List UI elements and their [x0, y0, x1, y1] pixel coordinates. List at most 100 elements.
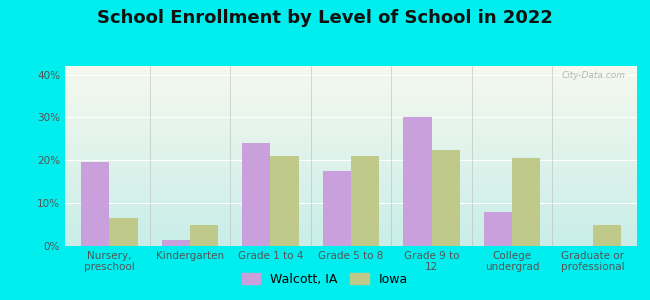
Bar: [65, 153, 637, 154]
Bar: [65, 188, 637, 189]
Bar: [65, 208, 637, 209]
Bar: [65, 77, 637, 78]
Bar: [65, 166, 637, 167]
Bar: [65, 148, 637, 149]
Bar: [65, 96, 637, 97]
Bar: [65, 70, 637, 71]
Bar: [65, 192, 637, 193]
Bar: [65, 72, 637, 73]
Bar: [404, 117, 432, 246]
Bar: [65, 205, 637, 206]
Bar: [65, 211, 637, 212]
Bar: [65, 91, 637, 92]
Bar: [65, 242, 637, 243]
Bar: [65, 183, 637, 184]
Bar: [432, 150, 460, 246]
Bar: [65, 84, 637, 85]
Bar: [65, 107, 637, 108]
Bar: [65, 137, 637, 138]
Bar: [65, 177, 637, 178]
Bar: [512, 158, 540, 246]
Bar: [65, 220, 637, 221]
Bar: [65, 134, 637, 135]
Bar: [65, 163, 637, 164]
Bar: [65, 87, 637, 88]
Bar: [65, 97, 637, 98]
Bar: [65, 152, 637, 153]
Bar: [65, 225, 637, 226]
Bar: [65, 216, 637, 217]
Bar: [65, 176, 637, 177]
Bar: [65, 175, 637, 176]
Bar: [65, 102, 637, 103]
Bar: [65, 141, 637, 142]
Bar: [65, 174, 637, 175]
Bar: [351, 156, 379, 246]
Bar: [65, 151, 637, 152]
Bar: [65, 88, 637, 89]
Bar: [65, 221, 637, 222]
Bar: [65, 73, 637, 74]
Bar: [65, 182, 637, 183]
Bar: [65, 230, 637, 231]
Bar: [65, 138, 637, 139]
Bar: [65, 167, 637, 168]
Bar: [65, 239, 637, 240]
Bar: [65, 121, 637, 122]
Bar: [65, 168, 637, 169]
Bar: [65, 203, 637, 204]
Bar: [65, 111, 637, 112]
Bar: [65, 78, 637, 79]
Bar: [65, 232, 637, 233]
Bar: [65, 103, 637, 104]
Bar: [65, 226, 637, 227]
Bar: [65, 241, 637, 242]
Bar: [65, 112, 637, 113]
Bar: [65, 110, 637, 111]
Bar: [65, 116, 637, 117]
Bar: [65, 228, 637, 229]
Bar: [65, 210, 637, 211]
Bar: [65, 215, 637, 216]
Bar: [65, 66, 637, 67]
Bar: [65, 142, 637, 143]
Bar: [484, 212, 512, 246]
Bar: [65, 227, 637, 228]
Bar: [65, 86, 637, 87]
Bar: [65, 90, 637, 91]
Bar: [65, 89, 637, 90]
Bar: [65, 99, 637, 100]
Bar: [65, 126, 637, 127]
Bar: [65, 224, 637, 225]
Bar: [65, 79, 637, 80]
Bar: [65, 160, 637, 161]
Bar: [65, 169, 637, 170]
Bar: [65, 185, 637, 186]
Bar: [65, 147, 637, 148]
Bar: [65, 139, 637, 140]
Bar: [65, 140, 637, 141]
Bar: [270, 156, 298, 246]
Bar: [65, 122, 637, 123]
Bar: [65, 238, 637, 239]
Bar: [65, 193, 637, 194]
Bar: [65, 237, 637, 238]
Bar: [65, 196, 637, 197]
Bar: [65, 80, 637, 81]
Bar: [65, 160, 637, 161]
Bar: [65, 179, 637, 180]
Bar: [65, 212, 637, 213]
Bar: [65, 124, 637, 125]
Bar: [65, 218, 637, 219]
Bar: [65, 81, 637, 82]
Bar: [65, 146, 637, 147]
Bar: [65, 94, 637, 95]
Bar: [65, 165, 637, 166]
Bar: [65, 113, 637, 114]
Bar: [65, 158, 637, 159]
Bar: [65, 68, 637, 69]
Bar: [242, 143, 270, 246]
Bar: [65, 198, 637, 199]
Bar: [65, 150, 637, 151]
Bar: [65, 82, 637, 83]
